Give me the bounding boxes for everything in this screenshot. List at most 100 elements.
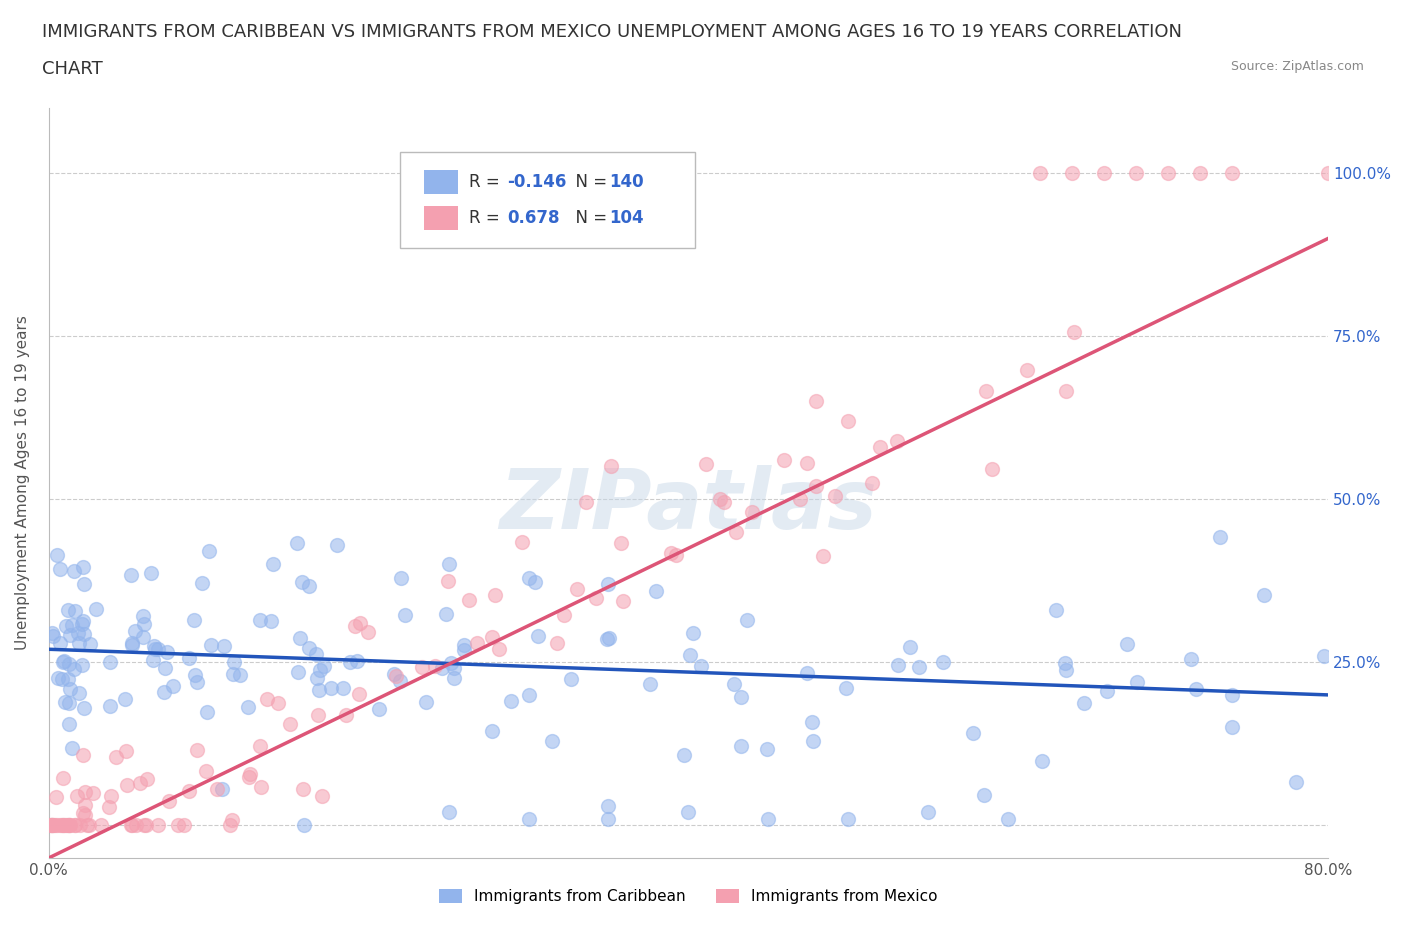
Point	[186, 675, 208, 690]
Point	[730, 738, 752, 753]
Point	[458, 592, 481, 607]
Point	[62, 740, 84, 755]
Point	[67, 635, 90, 650]
Point	[256, 692, 278, 707]
Point	[60, 618, 83, 632]
Point	[262, 557, 284, 572]
Point	[1054, 663, 1077, 678]
Point	[104, 750, 127, 764]
Point	[305, 671, 328, 685]
Point	[134, 617, 156, 631]
Point	[291, 575, 314, 590]
Point	[221, 812, 243, 827]
Point	[837, 414, 859, 429]
Point	[115, 744, 138, 759]
Point	[56, 671, 79, 686]
Point	[308, 683, 330, 698]
Point	[41, 817, 63, 832]
Point	[758, 811, 780, 826]
Point	[388, 673, 411, 688]
Point	[596, 631, 619, 646]
Point	[695, 457, 717, 472]
Point	[290, 631, 312, 645]
Text: ZIPatlas: ZIPatlas	[499, 465, 877, 546]
Point	[42, 817, 65, 832]
Point	[53, 817, 76, 832]
Point	[173, 817, 195, 832]
Point	[212, 639, 235, 654]
Point	[186, 742, 208, 757]
Point	[222, 666, 245, 681]
Point	[121, 817, 143, 832]
Point	[309, 663, 332, 678]
Point	[205, 781, 228, 796]
Point	[526, 629, 548, 644]
Point	[1031, 753, 1053, 768]
Point	[146, 642, 169, 657]
Point	[689, 658, 711, 673]
Point	[339, 654, 361, 669]
Point	[673, 748, 696, 763]
Point	[598, 798, 620, 813]
Point	[434, 606, 457, 621]
Point	[659, 546, 682, 561]
Point	[598, 577, 620, 591]
Point	[146, 817, 169, 832]
Point	[484, 588, 506, 603]
Point	[973, 788, 995, 803]
Point	[239, 766, 262, 781]
Point	[51, 671, 73, 686]
Point	[287, 665, 309, 680]
Point	[73, 807, 96, 822]
Point	[553, 607, 575, 622]
Point	[291, 781, 314, 796]
Text: N =: N =	[565, 209, 612, 227]
Point	[48, 636, 70, 651]
Point	[53, 695, 76, 710]
Point	[56, 817, 79, 832]
Point	[869, 440, 891, 455]
Point	[1220, 687, 1243, 702]
Point	[574, 495, 596, 510]
Point	[1348, 166, 1371, 180]
Point	[73, 785, 96, 800]
Point	[430, 661, 453, 676]
Point	[488, 642, 510, 657]
Point	[344, 618, 367, 633]
Point	[499, 693, 522, 708]
Point	[756, 741, 779, 756]
Point	[1053, 656, 1076, 671]
Point	[58, 696, 80, 711]
Point	[63, 564, 86, 578]
Point	[638, 676, 661, 691]
Point	[437, 804, 460, 819]
Point	[249, 738, 271, 753]
Point	[292, 817, 315, 832]
Point	[1396, 166, 1406, 180]
Point	[612, 594, 634, 609]
Point	[725, 525, 748, 539]
Point	[974, 384, 997, 399]
Point	[142, 653, 165, 668]
Point	[932, 655, 955, 670]
Point	[1092, 166, 1115, 180]
Point	[565, 581, 588, 596]
Point	[307, 708, 329, 723]
Point	[824, 488, 846, 503]
Point	[349, 616, 371, 631]
Point	[382, 667, 405, 682]
Y-axis label: Unemployment Among Ages 16 to 19 years: Unemployment Among Ages 16 to 19 years	[15, 315, 30, 650]
Point	[394, 608, 416, 623]
Point	[70, 658, 93, 672]
Point	[219, 817, 242, 832]
Point	[120, 568, 142, 583]
Point	[46, 671, 69, 685]
Point	[191, 576, 214, 591]
Point	[52, 771, 75, 786]
Point	[211, 781, 233, 796]
Point	[314, 658, 336, 673]
Point	[437, 557, 460, 572]
Point	[121, 636, 143, 651]
Point	[46, 548, 69, 563]
Point	[610, 536, 633, 551]
